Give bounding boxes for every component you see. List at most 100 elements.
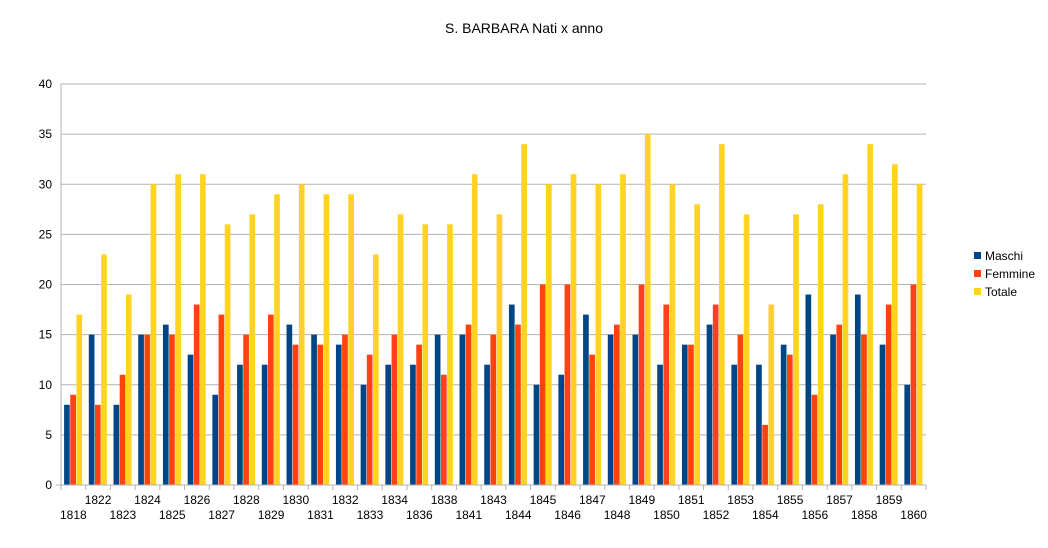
x-tick-label: 1851 <box>678 493 705 507</box>
x-tick-label: 1856 <box>801 508 828 522</box>
bar-maschi <box>657 364 663 485</box>
bar-totale <box>422 224 429 485</box>
y-tick-label: 5 <box>45 428 52 442</box>
bar-femmine <box>342 334 348 486</box>
x-tick-label: 1823 <box>109 508 136 522</box>
bar-totale <box>76 314 83 485</box>
x-tick-label: 1824 <box>134 493 161 507</box>
bar-femmine <box>416 344 422 485</box>
x-tick-label: 1859 <box>876 493 903 507</box>
bar-femmine <box>861 334 867 486</box>
bar-femmine <box>515 324 521 485</box>
bar-femmine <box>737 334 744 486</box>
bar-femmine <box>391 334 398 486</box>
bar-femmine <box>762 424 768 485</box>
bar-femmine <box>910 284 917 485</box>
bar-maschi <box>879 344 886 485</box>
legend-swatch-femmine <box>974 270 981 277</box>
bar-maschi <box>607 334 614 486</box>
y-axis-ticks: 0 5 10 15 20 25 30 35 40 <box>39 77 53 492</box>
bar-femmine <box>589 354 595 485</box>
bar-maschi <box>113 404 120 485</box>
bar-femmine <box>638 284 645 485</box>
bar-totale <box>150 184 157 485</box>
bar-totale <box>348 194 354 485</box>
bar-totale <box>200 174 206 485</box>
x-tick-label: 1833 <box>357 508 384 522</box>
bar-maschi <box>138 334 144 486</box>
bar-maschi <box>508 304 515 485</box>
bar-totale <box>867 144 873 485</box>
bar-femmine <box>613 324 620 485</box>
x-tick-label: 1838 <box>431 493 458 507</box>
y-tick-label: 35 <box>39 127 53 141</box>
x-tick-label: 1858 <box>851 508 878 522</box>
x-tick-label: 1830 <box>282 493 309 507</box>
bar-maschi <box>731 364 738 485</box>
y-tick-label: 10 <box>39 378 53 392</box>
bar-femmine <box>70 394 76 485</box>
legend-label-maschi: Maschi <box>985 249 1023 263</box>
bar-totale <box>768 304 775 485</box>
x-tick-label: 1828 <box>233 493 260 507</box>
bar-femmine <box>218 314 225 485</box>
bar-totale <box>546 184 552 485</box>
bar-totale <box>298 184 305 485</box>
bar-maschi <box>311 334 317 486</box>
axes <box>56 84 926 486</box>
bar-femmine <box>663 304 670 485</box>
bar-femmine <box>539 284 546 485</box>
bar-maschi <box>805 294 812 485</box>
bar-totale <box>620 174 626 485</box>
x-tick-label: 1834 <box>381 493 408 507</box>
chart-title: S. BARBARA Nati x anno <box>445 20 603 36</box>
x-tick-label: 1850 <box>653 508 680 522</box>
bar-totale <box>274 194 280 485</box>
x-tick-label: 1831 <box>307 508 334 522</box>
bar-totale <box>817 204 824 486</box>
bar-totale <box>521 144 527 485</box>
bar-femmine <box>836 324 843 485</box>
bar-maschi <box>706 324 713 485</box>
bar-femmine <box>885 304 892 485</box>
x-tick-label: 1829 <box>258 508 285 522</box>
bar-maschi <box>756 364 762 485</box>
bar-maschi <box>212 394 219 485</box>
bar-femmine <box>786 354 793 485</box>
bar-maschi <box>64 404 70 485</box>
x-tick-label: 1846 <box>554 508 581 522</box>
bar-totale <box>447 224 453 485</box>
bar-maschi <box>632 334 639 486</box>
bar-totale <box>125 294 132 485</box>
bar-totale <box>719 144 725 485</box>
bar-maschi <box>187 354 194 485</box>
bar-maschi <box>854 294 861 485</box>
bar-maschi <box>286 324 293 485</box>
x-tick-label: 1825 <box>159 508 186 522</box>
bar-femmine <box>292 344 299 485</box>
bar-femmine <box>440 374 447 485</box>
x-tick-label: 1847 <box>579 493 606 507</box>
bar-totale <box>793 214 799 485</box>
bar-femmine <box>169 334 175 486</box>
legend-swatch-totale <box>974 288 981 295</box>
bar-femmine <box>490 334 497 486</box>
bar-totale <box>595 184 602 485</box>
y-tick-label: 40 <box>39 77 53 91</box>
bar-maschi <box>410 364 416 485</box>
legend-label-totale: Totale <box>985 285 1017 299</box>
x-tick-label: 1832 <box>332 493 359 507</box>
bar-maschi <box>261 364 268 485</box>
bar-totale <box>743 214 750 485</box>
bar-femmine <box>243 334 249 486</box>
x-tick-label: 1848 <box>604 508 631 522</box>
x-tick-label: 1827 <box>208 508 235 522</box>
y-tick-label: 20 <box>39 278 53 292</box>
bar-totale <box>224 224 231 485</box>
legend-swatch-maschi <box>974 252 981 259</box>
x-tick-label: 1860 <box>900 508 927 522</box>
x-tick-label: 1857 <box>826 493 853 507</box>
bar-femmine <box>712 304 719 485</box>
bar-totale <box>249 214 256 485</box>
